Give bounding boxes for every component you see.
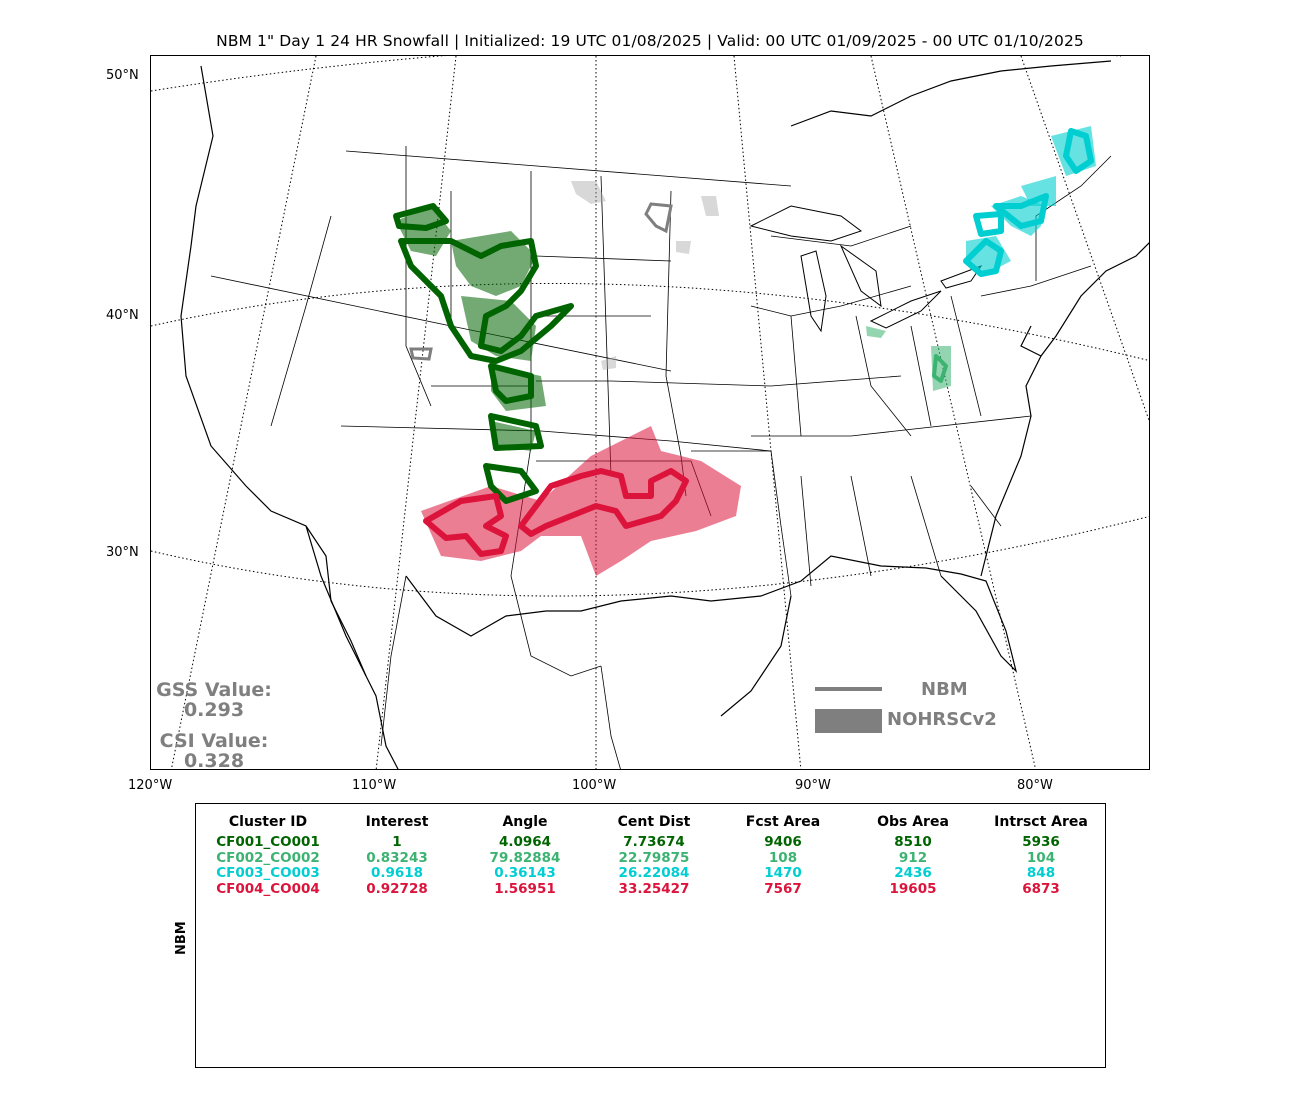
table-cell: CF004_CO004: [216, 880, 320, 897]
table-cell: 7.73674: [623, 834, 685, 850]
table-header-cell: Cluster ID: [228, 814, 308, 830]
table-cell: 7567: [764, 880, 802, 897]
lon-label-120: 120°W: [128, 778, 173, 793]
table-cell: 6873: [1022, 880, 1060, 897]
lon-label-100: 100°W: [572, 778, 617, 793]
csi-label: CSI Value:: [159, 730, 269, 752]
table-cell: 5936: [1022, 834, 1060, 850]
legend-nbm-label: NBM: [921, 679, 968, 700]
table-cell: 26.22084: [618, 865, 690, 881]
table-header-cell: Obs Area: [877, 814, 949, 830]
lon-label-80: 80°W: [1017, 778, 1053, 793]
map-title: NBM 1" Day 1 24 HR Snowfall | Initialize…: [216, 32, 1084, 50]
table-cell: CF002_CO002: [216, 849, 320, 866]
gss-label: GSS Value:: [156, 679, 272, 701]
table-cell: 108: [768, 849, 798, 866]
legend-nohrsc-swatch: [815, 709, 882, 733]
forecast-outlines: [393, 128, 1094, 557]
legend-nbm-line: [815, 687, 882, 691]
table-cell: 104: [1026, 849, 1056, 866]
table-side-label: NBM: [174, 921, 189, 955]
table-cell: 9406: [764, 834, 802, 850]
lat-label-40: 40°N: [106, 308, 139, 323]
legend-nohrsc-label: NOHRSCv2: [887, 709, 997, 730]
lat-label-30: 30°N: [106, 545, 139, 560]
great-lakes: [749, 205, 983, 333]
table-cell: 912: [898, 849, 928, 866]
table-cell: 0.83243: [366, 849, 428, 866]
table-cell: 22.79875: [618, 849, 690, 866]
table-header-cell: Fcst Area: [745, 814, 821, 830]
table-cell: 0.9618: [370, 865, 424, 881]
graticule: [151, 56, 1149, 769]
lon-label-90: 90°W: [795, 778, 831, 793]
conus-map: [151, 56, 1149, 769]
table-cell: 79.82884: [489, 849, 561, 866]
table-cell: CF003_CO003: [216, 865, 320, 881]
table-cell: 19605: [889, 880, 937, 897]
table-header-cell: Angle: [502, 814, 548, 830]
table-cell: 0.36143: [494, 865, 556, 881]
gss-value: 0.293: [183, 699, 245, 721]
table-cell: 1.56951: [494, 880, 556, 897]
cluster-table: [195, 803, 1106, 1068]
table-header-cell: Cent Dist: [617, 814, 691, 830]
table-cell: 2436: [894, 865, 932, 881]
table-header-cell: Intrsct Area: [994, 814, 1088, 830]
table-cell: 848: [1026, 865, 1056, 881]
table-header-cell: Interest: [365, 814, 429, 830]
csi-value: 0.328: [183, 750, 245, 772]
coastlines: [180, 60, 1149, 769]
table-cell: 0.92728: [366, 880, 428, 897]
table-cell: 1470: [764, 865, 802, 881]
map-panel[interactable]: [150, 55, 1150, 770]
table-cell: 8510: [894, 834, 932, 850]
table-cell: 4.0964: [498, 834, 552, 850]
table-cell: 1: [392, 834, 402, 850]
lon-label-110: 110°W: [352, 778, 397, 793]
table-cell: 33.25427: [618, 880, 690, 897]
unmatched-areas: [409, 181, 719, 370]
lat-label-50: 50°N: [106, 68, 139, 83]
table-cell: CF001_CO001: [216, 834, 320, 850]
